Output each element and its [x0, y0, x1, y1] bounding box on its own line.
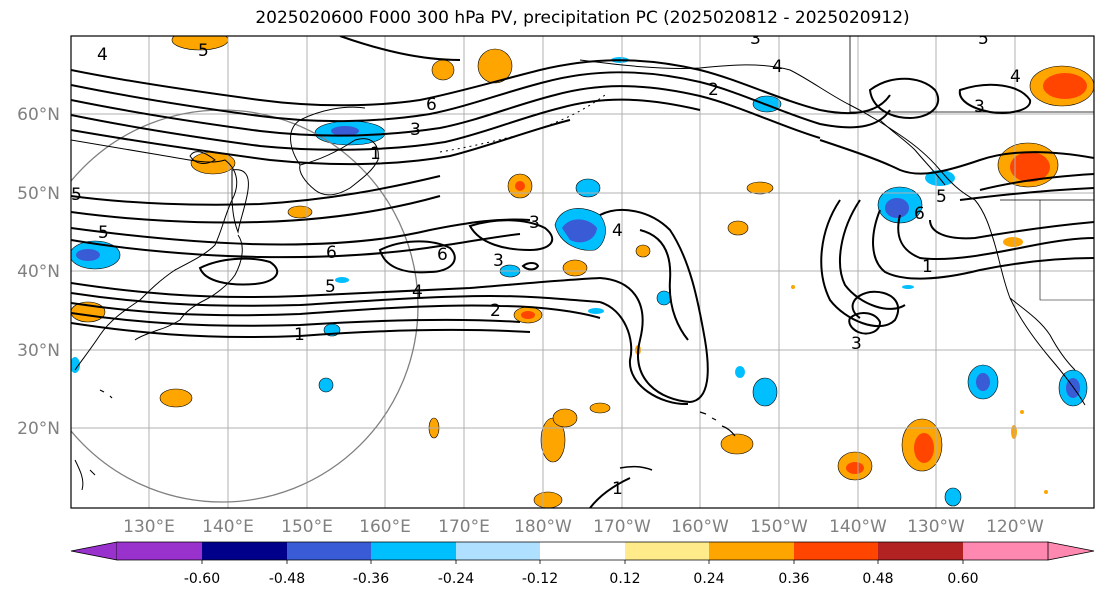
lon-tick-label: 150°W [750, 517, 808, 537]
colorbar-segment [456, 542, 540, 560]
lon-tick-label: 140°W [829, 517, 887, 537]
contour-label: 3 [974, 97, 985, 117]
lat-tick-label: 50°N [17, 184, 60, 204]
colorbar-segment [794, 542, 878, 560]
contour-label: 4 [772, 57, 783, 77]
colorbar-tick-label: -0.60 [184, 571, 220, 587]
precip-shading [71, 36, 1094, 508]
lon-tick-label: 160°E [359, 517, 411, 537]
contour-label: 2 [490, 301, 501, 321]
colorbar-segment [540, 542, 625, 560]
colorbar-tick-label: -0.12 [522, 571, 558, 587]
lon-tick-label: 120°W [986, 517, 1044, 537]
contour-label: 6 [914, 204, 925, 224]
colorbar-segment [287, 542, 371, 560]
contour-label: 6 [326, 243, 337, 263]
lat-tick-label: 30°N [17, 341, 60, 361]
lon-tick-label: 130°E [123, 517, 175, 537]
colorbar-segment [709, 542, 794, 560]
graticule [71, 36, 1094, 508]
lon-tick-label: 150°E [281, 517, 333, 537]
contour-label: 5 [98, 223, 109, 243]
contour-label: 4 [612, 221, 623, 241]
contour-label: 3 [493, 251, 504, 271]
contour-label: 4 [412, 282, 423, 302]
figure-title: 2025020600 F000 300 hPa PV, precipitatio… [255, 8, 910, 28]
colorbar-tick-label: 0.24 [693, 571, 724, 587]
pv-contours [71, 36, 1094, 508]
contour-label: 3 [750, 29, 761, 49]
colorbar-tick-label: 0.60 [947, 571, 978, 587]
colorbar-segment [1047, 541, 1095, 561]
lon-tick-label: 170°W [593, 517, 651, 537]
contour-label: 5 [936, 187, 947, 207]
contour-label: 1 [294, 325, 305, 345]
colorbar-tick-label: -0.36 [353, 571, 389, 587]
map-panel: 1 2 3 4 5 6 3 5 4 5 6 3 1 4 3 2 4 6 5 1 … [71, 29, 1094, 508]
contour-label: 4 [97, 45, 108, 65]
contour-label: 5 [198, 41, 209, 61]
colorbar-tick-label: -0.48 [269, 571, 305, 587]
contour-label: 1 [922, 257, 933, 277]
latitude-ticks: 60°N 50°N 40°N 30°N 20°N [17, 105, 60, 439]
contour-label: 1 [612, 479, 623, 499]
lat-tick-label: 40°N [17, 262, 60, 282]
lon-tick-label: 160°W [671, 517, 729, 537]
colorbar-tick-label: -0.24 [438, 571, 474, 587]
lon-tick-label: 140°E [202, 517, 254, 537]
colorbar-segment [963, 542, 1048, 560]
colorbar-segment [625, 542, 709, 560]
coastlines [71, 36, 1094, 491]
contour-label: 3 [529, 213, 540, 233]
longitude-ticks: 130°E 140°E 150°E 160°E 170°E 180°W 170°… [123, 517, 1044, 537]
contour-labels: 1 2 3 4 5 6 3 5 4 5 6 3 1 4 3 2 4 6 5 1 … [71, 29, 1021, 499]
lon-tick-label: 130°W [907, 517, 965, 537]
colorbar-segment [202, 542, 287, 560]
map-frame [70, 35, 1095, 509]
contour-label: 5 [71, 185, 82, 205]
colorbar-tick-label: 0.12 [609, 571, 640, 587]
colorbar: -0.60 -0.48 -0.36 -0.24 -0.12 0.12 0.24 … [70, 541, 1095, 587]
contour-label: 6 [426, 95, 437, 115]
colorbar-tick-label: 0.48 [862, 571, 893, 587]
contour-label: 4 [1010, 67, 1021, 87]
colorbar-tick-label: 0.36 [778, 571, 809, 587]
lon-tick-label: 180°W [514, 517, 572, 537]
contour-label: 6 [437, 245, 448, 265]
contour-label: 5 [978, 29, 989, 49]
lat-tick-label: 20°N [17, 419, 60, 439]
contour-label: 3 [851, 334, 862, 354]
colorbar-segment [70, 541, 118, 561]
contour-label: 3 [410, 120, 421, 140]
colorbar-segment [117, 542, 202, 560]
contour-label: 5 [325, 277, 336, 297]
colorbar-segment [878, 542, 963, 560]
colorbar-segment [371, 542, 456, 560]
lon-tick-label: 170°E [438, 517, 490, 537]
contour-label: 1 [370, 144, 381, 164]
lat-tick-label: 60°N [17, 105, 60, 125]
contour-label: 2 [708, 80, 719, 100]
